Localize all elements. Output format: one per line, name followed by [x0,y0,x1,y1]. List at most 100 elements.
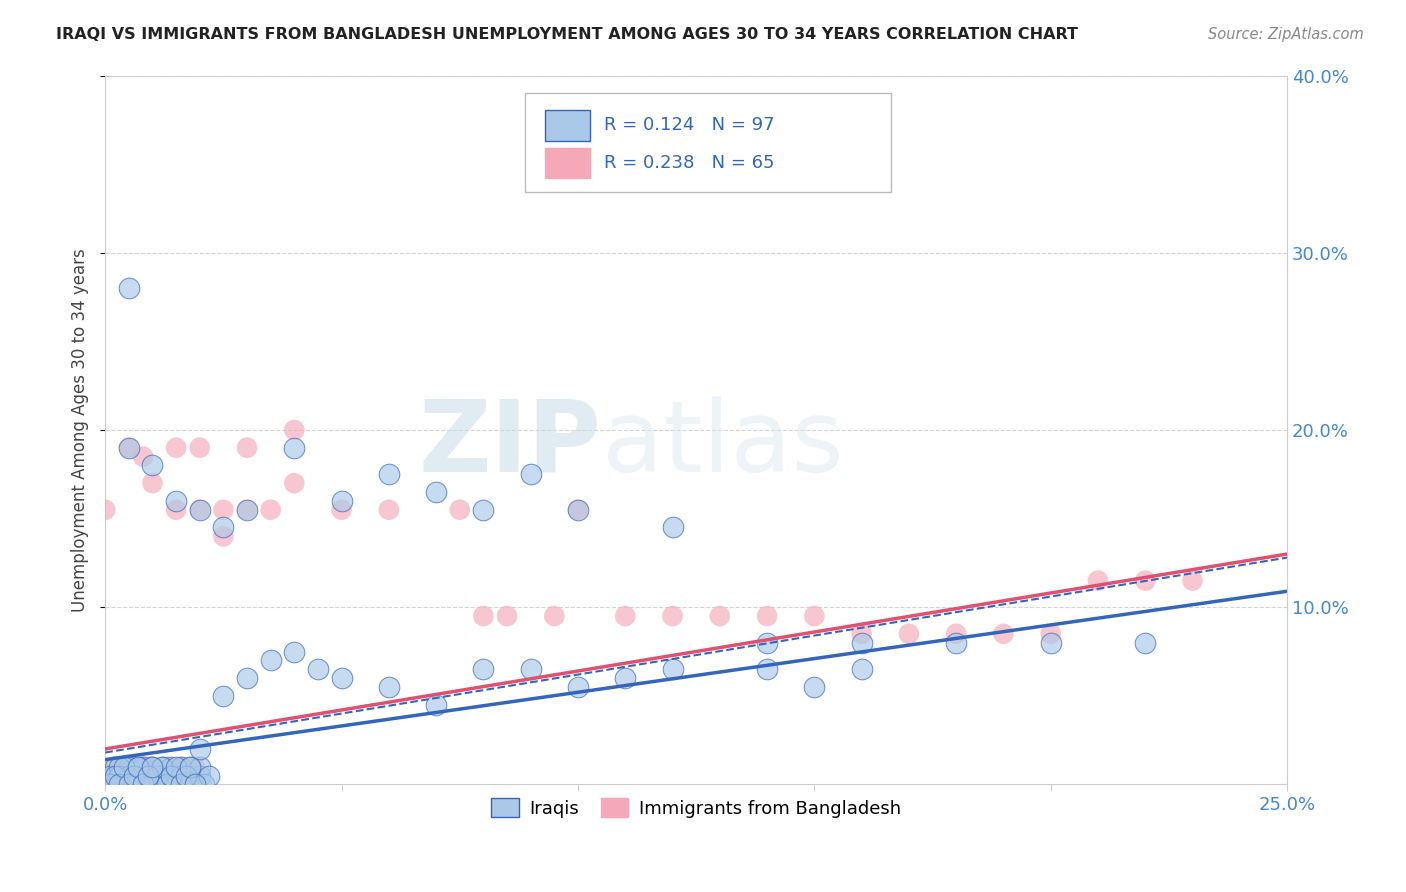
Point [851,662,873,676]
Point [1039,635,1062,649]
Point [112,768,135,782]
Point [803,609,825,624]
Point [472,662,495,676]
Point [803,680,825,694]
Point [179,760,201,774]
Y-axis label: Unemployment Among Ages 30 to 34 years: Unemployment Among Ages 30 to 34 years [72,248,89,612]
Point [127,768,149,782]
Point [519,662,541,676]
Point [851,635,873,649]
Legend: Iraqis, Immigrants from Bangladesh: Iraqis, Immigrants from Bangladesh [484,791,908,825]
Point [170,768,193,782]
Point [425,698,447,712]
Point [170,777,193,791]
Point [132,777,155,791]
Point [118,441,141,455]
Point [212,529,235,543]
Point [179,768,201,782]
Point [108,768,131,782]
Point [132,777,155,791]
Point [472,502,495,516]
Point [174,768,197,782]
Point [307,662,329,676]
Point [1039,627,1062,641]
Point [94,502,117,516]
Point [136,768,159,782]
Point [193,777,215,791]
Point [198,768,221,782]
Point [118,768,141,782]
Point [449,502,471,516]
Point [156,760,179,774]
Point [122,768,145,782]
Point [184,777,207,791]
Point [661,609,683,624]
Point [108,760,131,774]
Point [188,742,211,756]
Point [945,635,967,649]
Text: R = 0.124   N = 97: R = 0.124 N = 97 [605,116,775,134]
Point [174,777,197,791]
Point [118,760,141,774]
Point [112,760,135,774]
Point [260,653,283,667]
Point [141,777,163,791]
Point [756,635,779,649]
Point [236,671,259,685]
Point [112,777,135,791]
Point [132,450,155,464]
Point [378,467,401,482]
Point [188,768,211,782]
Point [188,502,211,516]
Point [146,768,169,782]
Point [260,502,283,516]
Point [141,777,163,791]
Point [236,502,259,516]
Text: IRAQI VS IMMIGRANTS FROM BANGLADESH UNEMPLOYMENT AMONG AGES 30 TO 34 YEARS CORRE: IRAQI VS IMMIGRANTS FROM BANGLADESH UNEM… [56,27,1078,42]
Point [993,627,1015,641]
Point [104,760,127,774]
Point [98,777,121,791]
Point [136,777,159,791]
Point [567,502,589,516]
Point [104,760,127,774]
Point [112,777,135,791]
Point [179,760,201,774]
FancyBboxPatch shape [546,148,589,178]
Point [614,609,637,624]
FancyBboxPatch shape [546,111,589,141]
Point [1135,574,1157,588]
Point [160,768,183,782]
Point [122,777,145,791]
Point [283,441,305,455]
Point [127,760,149,774]
Point [661,520,683,534]
Point [141,760,163,774]
Point [330,502,353,516]
Point [156,777,179,791]
Point [118,441,141,455]
Point [567,502,589,516]
Point [127,768,149,782]
Point [146,777,169,791]
Point [756,662,779,676]
Point [283,423,305,437]
Point [132,760,155,774]
Point [141,760,163,774]
Point [118,768,141,782]
Text: ZIP: ZIP [419,396,602,492]
Point [283,476,305,491]
Point [108,768,131,782]
Point [756,609,779,624]
Point [170,760,193,774]
Point [127,777,149,791]
Point [160,760,183,774]
Point [122,777,145,791]
Point [472,609,495,624]
Point [141,777,163,791]
Point [165,768,187,782]
Point [188,502,211,516]
Point [212,520,235,534]
Point [136,768,159,782]
Point [165,760,187,774]
